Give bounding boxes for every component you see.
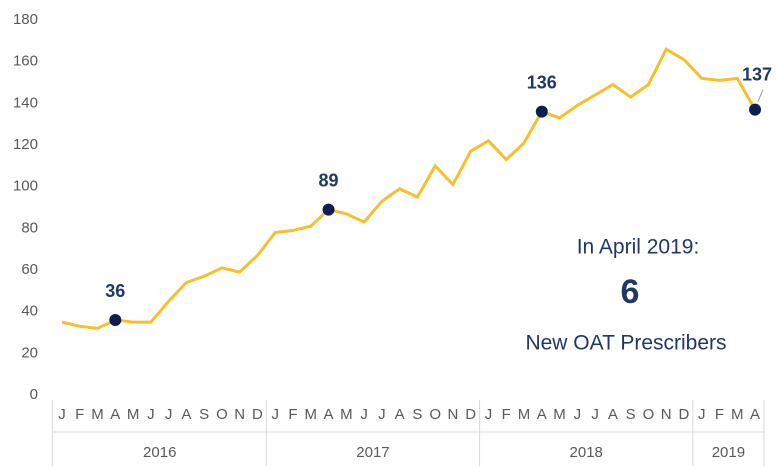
x-tick-label: M	[127, 406, 140, 423]
x-tick-label: M	[518, 406, 531, 423]
x-tick-label: J	[698, 406, 706, 423]
x-tick-label: F	[715, 406, 724, 423]
y-tick-label: 140	[13, 94, 38, 111]
x-tick-label: O	[643, 406, 655, 423]
x-tick-label: S	[412, 406, 422, 423]
marker	[109, 314, 122, 326]
x-tick-label: A	[110, 406, 120, 423]
x-tick-label: S	[199, 406, 209, 423]
x-tick-label: F	[75, 406, 84, 423]
data-label: 36	[105, 281, 125, 301]
x-tick-label: J	[58, 406, 66, 423]
x-tick-label: A	[324, 406, 334, 423]
x-tick-label: A	[181, 406, 191, 423]
x-tick-label: A	[395, 406, 405, 423]
x-tick-label: O	[429, 406, 441, 423]
x-tick-label: A	[608, 406, 618, 423]
x-tick-label: J	[360, 406, 368, 423]
x-tick-label: N	[448, 406, 459, 423]
year-label: 2019	[712, 444, 745, 461]
x-tick-label: M	[91, 406, 104, 423]
y-tick-label: 100	[13, 178, 38, 195]
year-label: 2017	[356, 444, 389, 461]
x-tick-label: J	[591, 406, 599, 423]
data-label: 89	[319, 170, 339, 190]
data-label: 136	[527, 72, 557, 92]
x-tick-label: D	[252, 406, 263, 423]
y-tick-label: 60	[21, 261, 38, 278]
x-tick-label: S	[626, 406, 636, 423]
x-tick-label: M	[553, 406, 566, 423]
x-tick-label: D	[679, 406, 690, 423]
y-tick-label: 0	[30, 386, 38, 403]
x-tick-label: M	[731, 406, 744, 423]
marker	[749, 103, 762, 116]
y-tick-label: 180	[13, 11, 38, 28]
year-label: 2018	[570, 444, 603, 461]
x-tick-label: J	[485, 406, 493, 423]
x-tick-label: A	[750, 406, 760, 423]
x-tick-label: F	[288, 406, 297, 423]
year-label: 2016	[143, 444, 176, 461]
x-tick-label: D	[465, 406, 476, 423]
annotation-text: New OAT Prescribers	[525, 332, 726, 355]
y-tick-label: 40	[21, 303, 38, 320]
y-tick-label: 80	[21, 219, 38, 236]
x-tick-label: A	[537, 406, 547, 423]
annotation-number: 6	[621, 273, 640, 311]
leader-line	[757, 89, 764, 102]
x-tick-label: M	[305, 406, 318, 423]
line	[61, 47, 757, 330]
x-tick-label: J	[378, 406, 386, 423]
marker	[322, 203, 335, 216]
data-label: 137	[742, 64, 772, 84]
x-tick-label: J	[165, 406, 173, 423]
annotation-text: In April 2019:	[577, 236, 700, 259]
x-tick-label: O	[216, 406, 228, 423]
x-tick-label: F	[502, 406, 511, 423]
y-tick-label: 120	[13, 136, 38, 153]
y-tick-label: 160	[13, 53, 38, 70]
x-tick-label: M	[340, 406, 353, 423]
marker	[535, 105, 548, 118]
x-tick-label: N	[661, 406, 672, 423]
y-tick-label: 20	[21, 344, 38, 361]
x-tick-label: N	[234, 406, 245, 423]
x-tick-label: J	[574, 406, 582, 423]
x-tick-label: J	[147, 406, 155, 423]
x-tick-label: J	[271, 406, 279, 423]
